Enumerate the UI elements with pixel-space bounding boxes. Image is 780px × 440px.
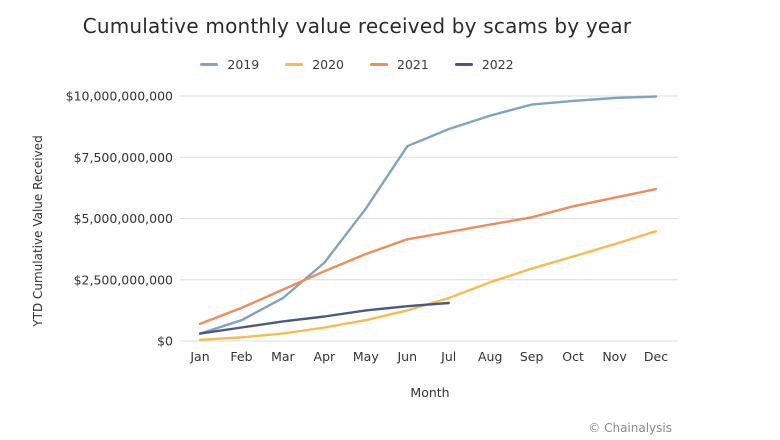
legend-item-2019: 2019	[200, 57, 259, 72]
chart-title: Cumulative monthly value received by sca…	[82, 14, 632, 38]
legend-swatch	[454, 63, 473, 66]
y-tick-label: $7,500,000,000	[74, 150, 173, 165]
legend-swatch	[285, 63, 304, 66]
legend-label: 2019	[227, 57, 260, 72]
x-tick-label: Mar	[271, 349, 295, 364]
x-axis-label: Month	[410, 385, 450, 400]
y-axis-label: YTD Cumulative Value Received	[31, 135, 45, 327]
series-line-2021	[198, 187, 658, 326]
legend-item-2020: 2020	[285, 57, 344, 72]
legend-label: 2020	[312, 57, 344, 72]
series-line-2022	[198, 301, 450, 335]
gridlines	[180, 95, 678, 342]
x-tick-labels: Jan Feb Mar Apr May Jun Jul Aug Sep Oct Nov Dec	[189, 349, 668, 364]
legend-label: 2022	[481, 57, 514, 72]
y-tick-label: $5,000,000,000	[74, 211, 173, 226]
x-tick-label: Dec	[644, 349, 668, 364]
x-tick-label: Jan	[189, 349, 209, 364]
source-credit: © Chainalysis	[588, 421, 672, 435]
x-tick-label: Feb	[230, 349, 252, 364]
legend-swatch	[370, 63, 388, 66]
legend-item-2022: 2022	[454, 57, 514, 72]
y-tick-label: $0	[157, 334, 173, 349]
x-tick-label: Jun	[397, 349, 418, 364]
legend-item-2021: 2021	[370, 57, 429, 72]
x-tick-label: Nov	[602, 349, 627, 364]
y-tick-label: $2,500,000,000	[74, 272, 173, 287]
y-tick-labels: $0 $2,500,000,000 $5,000,000,000 $7,500,000…	[66, 89, 173, 349]
x-tick-label: Sep	[520, 349, 544, 364]
legend-swatch	[200, 63, 219, 66]
x-tick-label: Oct	[562, 349, 584, 364]
series-lines	[198, 95, 658, 341]
y-tick-label: $10,000,000,000	[66, 89, 173, 104]
legend: 2019 2020 2021 2022	[0, 57, 714, 72]
x-tick-label: Jul	[440, 349, 456, 364]
x-tick-label: May	[353, 349, 379, 364]
x-tick-label: Aug	[478, 349, 502, 364]
x-tick-label: Apr	[314, 349, 336, 364]
legend-label: 2021	[397, 57, 429, 72]
series-line-2019	[198, 95, 658, 335]
